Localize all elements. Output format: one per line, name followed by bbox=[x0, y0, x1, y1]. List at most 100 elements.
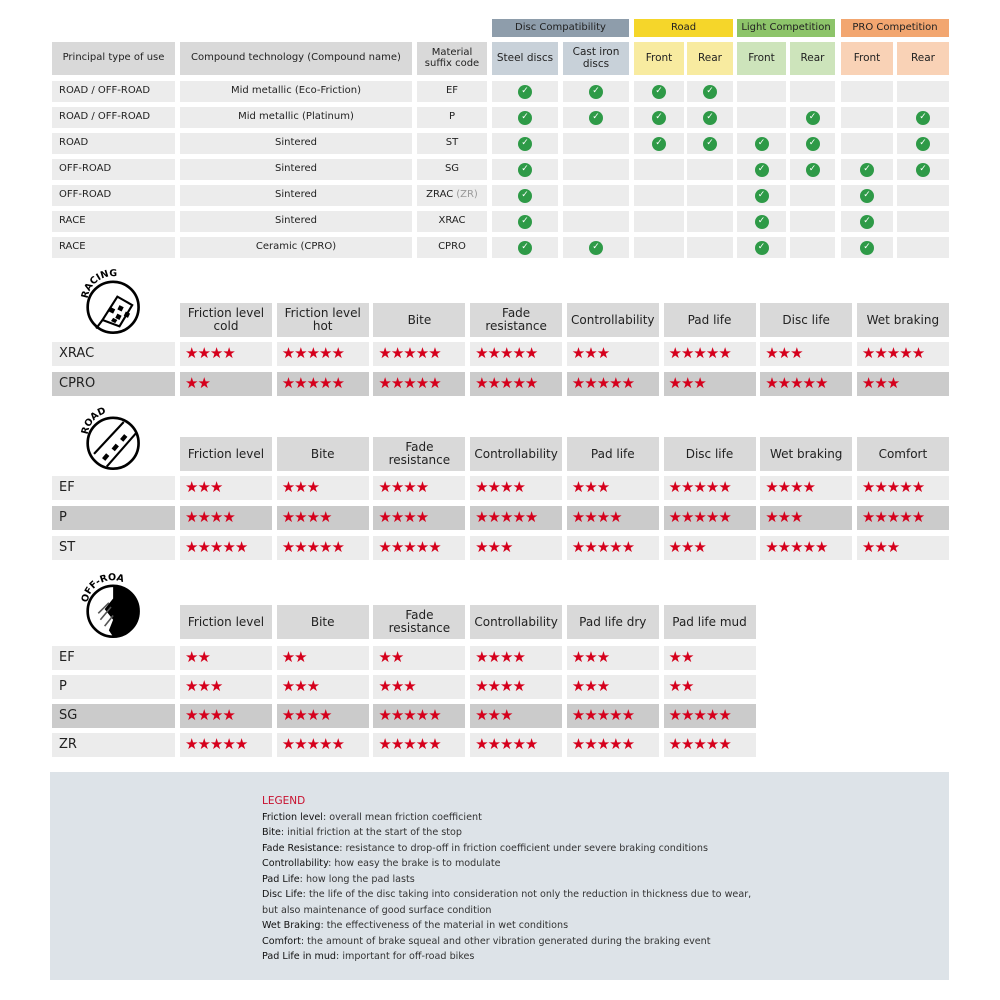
star-icon: ★ bbox=[331, 374, 345, 393]
rating-column-header: Friction level cold bbox=[180, 303, 272, 337]
star-icon: ★ bbox=[609, 374, 622, 393]
star-icon: ★ bbox=[306, 538, 320, 557]
star-icon: ★ bbox=[197, 344, 210, 363]
star-icon: ★ bbox=[512, 677, 525, 696]
star-icon: ★ bbox=[197, 508, 210, 527]
star-icon: ★ bbox=[500, 344, 513, 363]
star-icon: ★ bbox=[680, 478, 694, 497]
star-icon: ★ bbox=[185, 478, 198, 497]
check-cell: ✓ bbox=[492, 81, 558, 102]
check-cell: ✓ bbox=[492, 237, 558, 258]
star-icon: ★ bbox=[815, 374, 828, 393]
legend-term: Wet Braking bbox=[262, 920, 321, 931]
group-header: Road bbox=[634, 19, 733, 37]
check-icon: ✓ bbox=[916, 136, 930, 151]
star-icon: ★ bbox=[584, 538, 597, 557]
column-header: Rear bbox=[687, 42, 733, 75]
star-rating: ★ ★ ★ bbox=[276, 476, 369, 500]
star-rating: ★ ★ ★ ★ ★ bbox=[760, 536, 853, 560]
check-icon: ✓ bbox=[589, 84, 603, 99]
star-icon: ★ bbox=[209, 735, 223, 754]
star-icon: ★ bbox=[802, 374, 816, 393]
checkered-flag-icon: RACING bbox=[76, 268, 146, 338]
star-rating: ★ ★ ★ bbox=[180, 476, 272, 500]
star-icon: ★ bbox=[185, 648, 198, 667]
star-icon: ★ bbox=[306, 374, 320, 393]
check-cell: ✓ bbox=[737, 211, 786, 232]
star-icon: ★ bbox=[571, 677, 585, 696]
check-cell bbox=[897, 81, 949, 102]
check-icon: ✓ bbox=[518, 240, 532, 255]
star-rating: ★ ★ ★ ★ bbox=[470, 476, 563, 500]
legend-item: Fade Resistance: resistance to drop-off … bbox=[262, 841, 751, 857]
star-icon: ★ bbox=[428, 538, 441, 557]
star-icon: ★ bbox=[886, 478, 900, 497]
check-cell: ✓ bbox=[687, 107, 733, 128]
check-cell bbox=[897, 211, 949, 232]
star-rating: ★ ★ bbox=[180, 646, 272, 670]
star-icon: ★ bbox=[500, 706, 513, 725]
star-icon: ★ bbox=[331, 538, 345, 557]
star-rating: ★ ★ ★ ★ ★ bbox=[373, 704, 466, 728]
code-cell: EF bbox=[417, 81, 487, 102]
check-cell: ✓ bbox=[841, 211, 893, 232]
rating-column-header: Pad life bbox=[566, 437, 659, 471]
star-icon: ★ bbox=[584, 706, 597, 725]
star-rating: ★ ★ ★ ★ bbox=[470, 646, 563, 670]
star-rating: ★ ★ ★ ★ bbox=[180, 704, 272, 728]
star-rating: ★ ★ bbox=[276, 646, 369, 670]
check-icon: ✓ bbox=[518, 110, 532, 125]
check-icon: ✓ bbox=[703, 136, 717, 151]
star-icon: ★ bbox=[294, 508, 307, 527]
code-cell: ST bbox=[417, 133, 487, 154]
star-icon: ★ bbox=[668, 344, 682, 363]
star-icon: ★ bbox=[911, 508, 925, 527]
star-rating: ★ ★ ★ ★ ★ bbox=[856, 506, 949, 530]
check-icon: ✓ bbox=[518, 136, 532, 151]
check-icon: ✓ bbox=[518, 188, 532, 203]
star-icon: ★ bbox=[596, 706, 610, 725]
star-icon: ★ bbox=[197, 478, 210, 497]
rating-column-header: Controllability bbox=[470, 437, 563, 471]
check-cell bbox=[634, 211, 684, 232]
star-icon: ★ bbox=[306, 478, 320, 497]
rating-column-header: Friction level hot bbox=[276, 303, 369, 337]
check-cell: ✓ bbox=[841, 237, 893, 258]
code-text: CPRO bbox=[438, 241, 466, 253]
star-rating: ★ ★ ★ bbox=[856, 536, 949, 560]
check-icon: ✓ bbox=[754, 214, 769, 229]
star-rating: ★ ★ ★ ★ ★ bbox=[663, 506, 756, 530]
check-cell: ✓ bbox=[492, 185, 558, 206]
star-rating: ★ ★ ★ ★ ★ bbox=[566, 704, 659, 728]
star-rating: ★ ★ bbox=[180, 372, 272, 396]
check-icon: ✓ bbox=[703, 110, 717, 125]
compound-cell: Sintered bbox=[180, 185, 412, 206]
rating-column-header: Controllability bbox=[566, 303, 659, 337]
check-cell bbox=[634, 159, 684, 180]
star-rating: ★ ★ ★ bbox=[373, 675, 466, 699]
star-icon: ★ bbox=[281, 538, 295, 557]
star-icon: ★ bbox=[899, 344, 912, 363]
star-icon: ★ bbox=[378, 648, 391, 667]
star-rating: ★ ★ ★ bbox=[663, 372, 756, 396]
check-icon: ✓ bbox=[652, 110, 666, 125]
star-icon: ★ bbox=[874, 508, 887, 527]
star-icon: ★ bbox=[319, 344, 332, 363]
star-icon: ★ bbox=[415, 706, 429, 725]
star-icon: ★ bbox=[185, 508, 198, 527]
material-code-cell: EF bbox=[52, 646, 175, 670]
star-icon: ★ bbox=[487, 538, 501, 557]
star-icon: ★ bbox=[415, 344, 429, 363]
star-icon: ★ bbox=[209, 677, 223, 696]
star-icon: ★ bbox=[815, 538, 828, 557]
star-icon: ★ bbox=[403, 735, 416, 754]
material-code-cell: P bbox=[52, 675, 175, 699]
star-icon: ★ bbox=[319, 735, 332, 754]
star-icon: ★ bbox=[571, 648, 585, 667]
star-icon: ★ bbox=[234, 538, 248, 557]
rating-column-header: Fade resistance bbox=[373, 605, 466, 639]
star-rating: ★ ★ ★ ★ bbox=[566, 506, 659, 530]
star-icon: ★ bbox=[281, 648, 295, 667]
check-icon: ✓ bbox=[860, 214, 874, 229]
star-icon: ★ bbox=[802, 538, 816, 557]
